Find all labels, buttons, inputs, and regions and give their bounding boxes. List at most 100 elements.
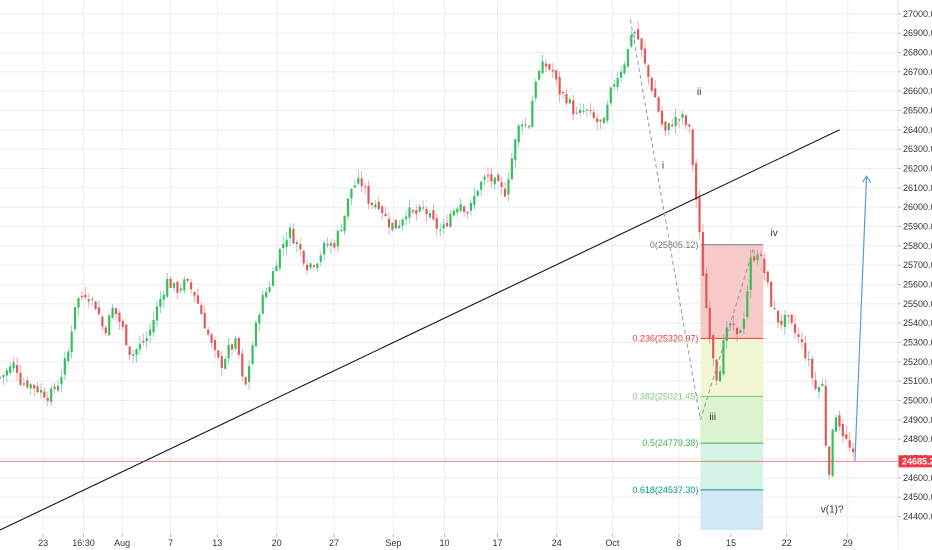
candle-body xyxy=(131,354,135,356)
time-tick-label: 27 xyxy=(329,538,339,548)
candle-body xyxy=(142,340,145,343)
price-tick-label: 25200.00 xyxy=(903,357,932,367)
candle-body xyxy=(445,222,449,227)
fib-level-label: 0.5(24779.38) xyxy=(642,438,698,448)
time-tick-label: 17 xyxy=(492,538,502,548)
candle-body xyxy=(384,213,387,217)
candle-body xyxy=(541,61,544,74)
candle-body xyxy=(33,385,36,389)
candle-body xyxy=(510,158,513,180)
candle-body xyxy=(53,386,56,390)
candle-body xyxy=(302,250,305,264)
candle-body xyxy=(561,92,565,94)
candle-body xyxy=(517,125,520,143)
candle-body xyxy=(299,244,302,250)
price-tick-label: 26500.00 xyxy=(903,105,932,115)
time-axis[interactable]: 23 16:30 Aug 7 13 20 27 Sep 10 17 24 Oct 8 15 22 29 xyxy=(0,534,898,550)
candle-body xyxy=(224,358,227,369)
candle-body xyxy=(159,298,162,307)
price-tick-label: 26100.00 xyxy=(903,183,932,193)
candle-body xyxy=(800,339,804,343)
candle-body xyxy=(718,371,722,382)
candle-body xyxy=(793,324,797,333)
candle-body xyxy=(394,219,397,229)
candle-body xyxy=(415,210,418,214)
candle-body xyxy=(558,76,561,95)
candle-body xyxy=(548,64,551,70)
candle-body xyxy=(118,312,121,322)
candle-body xyxy=(248,366,251,383)
candle-body xyxy=(108,315,111,336)
price-tick-label: 24500.00 xyxy=(903,492,932,502)
candle-body xyxy=(466,211,469,214)
time-tick-label: 22 xyxy=(782,538,792,548)
candle-body xyxy=(39,389,43,393)
candle-body xyxy=(5,370,8,376)
candle-body xyxy=(340,229,343,232)
candle-body xyxy=(749,257,752,290)
time-tick-label: Oct xyxy=(605,538,620,548)
candle-body xyxy=(367,185,370,204)
time-tick-label: 10 xyxy=(440,538,450,548)
candle-body xyxy=(91,298,94,300)
wave-label: i xyxy=(662,160,664,171)
time-tick-label: 8 xyxy=(676,538,681,548)
candle-body xyxy=(780,320,783,325)
candle-body xyxy=(674,116,677,127)
candle-body xyxy=(626,49,629,67)
candle-body xyxy=(814,379,817,389)
candle-body xyxy=(84,294,87,298)
candle-body xyxy=(336,230,339,247)
candle-body xyxy=(776,310,780,323)
candle-body xyxy=(838,415,841,427)
candle-body xyxy=(9,366,12,373)
candle-body xyxy=(514,139,517,161)
candle-body xyxy=(70,331,73,353)
candle-body xyxy=(292,228,295,244)
candle-body xyxy=(241,353,244,377)
wave-dashed-path xyxy=(629,19,755,420)
wave-label: iv xyxy=(770,228,777,239)
price-tick-label: 25900.00 xyxy=(903,221,932,231)
candle-body xyxy=(63,358,66,375)
candle-body xyxy=(766,271,769,283)
candle-body xyxy=(681,113,684,118)
candle-body xyxy=(462,206,466,212)
candle-body xyxy=(152,319,155,333)
candle-body xyxy=(633,32,636,34)
candle-body xyxy=(527,125,531,128)
price-tick-label: 25100.00 xyxy=(903,376,932,386)
candle-body xyxy=(473,195,476,206)
candle-body xyxy=(210,334,213,343)
candle-body xyxy=(613,84,616,87)
candle-body xyxy=(712,335,715,359)
candle-body xyxy=(404,216,408,220)
candle-body xyxy=(732,323,735,326)
candle-body xyxy=(503,188,507,197)
candle-body xyxy=(125,324,128,346)
candle-body xyxy=(742,319,746,329)
candle-body xyxy=(534,81,537,99)
candle-body xyxy=(763,258,766,274)
candle-body xyxy=(169,278,172,288)
candle-body xyxy=(193,292,196,296)
candle-body xyxy=(848,440,851,448)
candle-body xyxy=(701,232,705,276)
candle-body xyxy=(602,117,606,124)
projection-arrow-head xyxy=(862,175,872,183)
candle-body xyxy=(698,197,701,233)
candle-body xyxy=(439,229,442,231)
candle-body xyxy=(288,227,292,239)
candle-body xyxy=(306,264,309,271)
candle-body xyxy=(817,387,821,392)
candle-body xyxy=(271,271,275,286)
candle-body xyxy=(230,344,234,350)
candle-body xyxy=(449,214,452,227)
candle-body xyxy=(234,338,237,349)
candle-body xyxy=(67,351,70,361)
candle-body xyxy=(278,249,281,269)
time-tick-label: Sep xyxy=(385,538,401,548)
price-axis[interactable]: 24400.0024500.0024600.0024700.0024800.00… xyxy=(897,0,932,550)
candle-body xyxy=(579,109,582,113)
